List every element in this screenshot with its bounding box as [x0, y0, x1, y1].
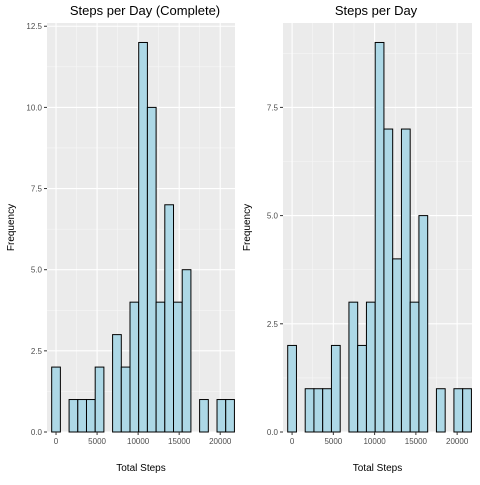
histogram-bar [400, 128, 411, 433]
histogram-bar [216, 399, 227, 433]
histogram-bar [120, 366, 131, 433]
chart-complete: Steps per Day (Complete) 0.0 2.5 5.0 7.5 10.0… [6, 3, 235, 474]
histogram-bar [287, 344, 297, 433]
histogram-bar [453, 388, 464, 433]
histogram-bar [357, 344, 367, 433]
chart-title: Steps per Day (Complete) [70, 3, 220, 18]
histogram-bar [181, 269, 192, 433]
y-tick-label: 5.0 [267, 212, 279, 221]
histogram-bar [155, 301, 166, 433]
y-axis-title: Frequency [6, 204, 17, 251]
histogram-bar [146, 106, 157, 433]
x-tick-label: 20000 [209, 437, 232, 446]
x-tick-label: 10000 [127, 437, 150, 446]
histogram-bar [435, 388, 446, 433]
y-tick-label: 12.5 [26, 22, 42, 31]
y-tick-label: 5.0 [31, 266, 43, 275]
histogram-bar [68, 399, 79, 433]
histogram-bar [313, 388, 324, 433]
histogram-bar [85, 399, 96, 433]
y-axis-title: Frequency [242, 204, 253, 251]
histogram-bar [383, 128, 394, 433]
y-tick-label: 7.5 [267, 103, 279, 112]
histogram-bar [462, 388, 472, 433]
histogram-bar [138, 41, 148, 433]
histogram-bar [348, 301, 359, 433]
histogram-bar [374, 41, 385, 433]
histogram-bar [199, 399, 209, 433]
chart-title: Steps per Day [335, 3, 418, 18]
histogram-bar [94, 366, 105, 433]
x-tick-label: 15000 [168, 437, 191, 446]
histogram-bar [112, 334, 122, 433]
histogram-bar [304, 388, 315, 433]
y-tick-label: 0.0 [267, 428, 279, 437]
histogram-bar [77, 399, 87, 433]
x-tick-label: 20000 [446, 437, 469, 446]
y-tick-label: 10.0 [26, 103, 42, 112]
x-tick-label: 0 [290, 437, 295, 446]
chart-original: Steps per Day 0.0 2.5 5.0 7.5 0 5000 10000 15000… [242, 3, 472, 474]
x-tick-label: 10000 [363, 437, 386, 446]
y-tick-label: 0.0 [31, 428, 43, 437]
histogram-bar [173, 301, 183, 433]
histogram-bar [322, 388, 332, 433]
histogram-bar [330, 344, 341, 433]
y-tick-label: 7.5 [31, 185, 43, 194]
histogram-bar [418, 215, 429, 433]
x-tick-label: 5000 [88, 437, 106, 446]
histogram-bar [225, 399, 235, 433]
x-tick-label: 15000 [405, 437, 428, 446]
x-tick-label: 5000 [324, 437, 342, 446]
y-tick-label: 2.5 [267, 320, 279, 329]
histogram-bar [392, 258, 402, 433]
histogram-bar [409, 301, 420, 433]
y-tick-label: 2.5 [31, 347, 43, 356]
x-axis-title: Total Steps [353, 463, 402, 474]
histogram-bar [129, 301, 140, 433]
histogram-bar [164, 204, 175, 433]
histogram-bar [51, 366, 61, 433]
histogram-bar [365, 301, 376, 433]
x-tick-label: 0 [54, 437, 59, 446]
x-axis-title: Total Steps [116, 463, 165, 474]
